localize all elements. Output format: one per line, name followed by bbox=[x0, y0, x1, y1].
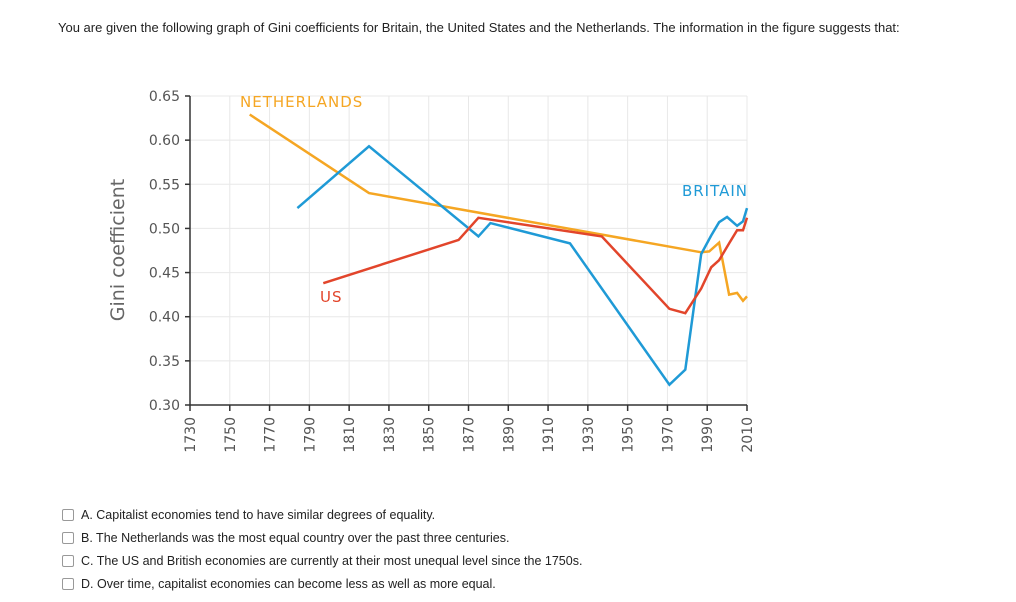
question-text: You are given the following graph of Gin… bbox=[58, 20, 900, 35]
x-tick-label: 1770 bbox=[263, 417, 279, 453]
x-tick-label: 1990 bbox=[700, 417, 716, 453]
x-tick-label: 1790 bbox=[302, 417, 318, 453]
option-b[interactable]: B. The Netherlands was the most equal co… bbox=[62, 526, 582, 549]
x-tick-label: 1950 bbox=[621, 417, 637, 453]
checkbox[interactable] bbox=[62, 554, 74, 567]
series-line-britain bbox=[296, 144, 749, 387]
option-label: B. The Netherlands was the most equal co… bbox=[81, 530, 510, 545]
x-tick-label: 1930 bbox=[581, 417, 597, 453]
y-tick-label: 0.60 bbox=[149, 133, 180, 149]
x-tick-label: 1870 bbox=[462, 417, 478, 453]
y-tick-label: 0.50 bbox=[149, 221, 180, 237]
y-tick-label: 0.35 bbox=[149, 354, 180, 370]
x-tick-label: 1850 bbox=[422, 417, 438, 453]
answer-options: A. Capitalist economies tend to have sim… bbox=[62, 503, 582, 595]
checkbox[interactable] bbox=[62, 577, 74, 590]
y-tick-label: 0.55 bbox=[149, 177, 180, 193]
option-c[interactable]: C. The US and British economies are curr… bbox=[62, 549, 582, 572]
y-tick-label: 0.40 bbox=[149, 310, 180, 326]
y-tick-label: 0.65 bbox=[149, 89, 180, 105]
y-tick-label: 0.45 bbox=[149, 266, 180, 282]
y-tick-label: 0.30 bbox=[149, 398, 180, 414]
x-tick-label: 1750 bbox=[223, 417, 239, 453]
x-tick-label: 1970 bbox=[660, 417, 676, 453]
x-tick-label: 1910 bbox=[541, 417, 557, 453]
x-tick-label: 1730 bbox=[183, 417, 199, 453]
x-tick-label: 1830 bbox=[382, 417, 398, 453]
option-label: D. Over time, capitalist economies can b… bbox=[81, 576, 496, 591]
gini-chart: 0.30 0.35 0.40 0.45 0.50 0.55 0.60 0.65 1730 1750… bbox=[107, 89, 756, 453]
x-tick-label: 2010 bbox=[740, 417, 756, 453]
series-label-britain: BRITAIN bbox=[682, 182, 748, 200]
x-tick-label: 1810 bbox=[342, 417, 358, 453]
series-label-netherlands: NETHERLANDS bbox=[240, 93, 363, 111]
option-label: A. Capitalist economies tend to have sim… bbox=[81, 507, 436, 522]
option-d[interactable]: D. Over time, capitalist economies can b… bbox=[62, 572, 582, 595]
series-label-us: US bbox=[320, 288, 343, 306]
checkbox[interactable] bbox=[62, 508, 74, 521]
y-axis-label: Gini coefficient bbox=[107, 179, 129, 321]
x-tick-label: 1890 bbox=[501, 417, 517, 453]
checkbox[interactable] bbox=[62, 531, 74, 544]
option-a[interactable]: A. Capitalist economies tend to have sim… bbox=[62, 503, 582, 526]
series-line-us bbox=[322, 216, 749, 315]
option-label: C. The US and British economies are curr… bbox=[81, 553, 583, 568]
